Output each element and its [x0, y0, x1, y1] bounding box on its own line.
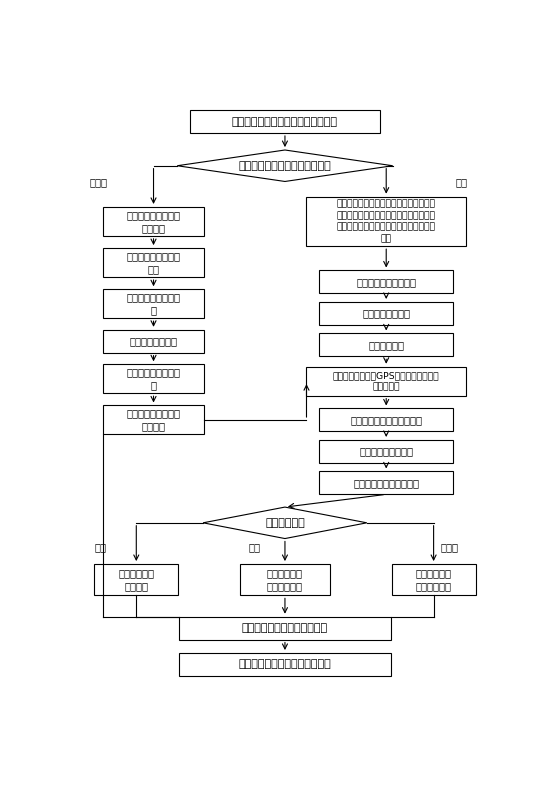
Text: 未违法: 未违法	[440, 542, 459, 552]
Text: 将路网数据导出至路
网数据库: 将路网数据导出至路 网数据库	[127, 409, 181, 432]
FancyBboxPatch shape	[320, 270, 453, 293]
Text: 作为违法信息
进行存储: 作为违法信息 进行存储	[118, 568, 154, 591]
FancyBboxPatch shape	[103, 289, 204, 318]
FancyBboxPatch shape	[320, 409, 453, 432]
Text: 到达预定巡查点，进行提示: 到达预定巡查点，进行提示	[350, 415, 422, 425]
FancyBboxPatch shape	[306, 196, 466, 246]
Text: 自动进行路径规划: 自动进行路径规划	[362, 308, 410, 318]
Text: 修正规划路径: 修正规划路径	[368, 340, 404, 350]
FancyBboxPatch shape	[190, 110, 380, 133]
FancyBboxPatch shape	[103, 406, 204, 435]
Text: 对原始数据进行预处
理: 对原始数据进行预处 理	[127, 292, 181, 315]
Text: 导入相应地区土地利
用现状图: 导入相应地区土地利 用现状图	[127, 210, 181, 233]
Text: 选择相应路径规划方案: 选择相应路径规划方案	[356, 277, 416, 287]
FancyBboxPatch shape	[180, 617, 390, 640]
Text: 预定执法巡查点（单个点或多个点）: 预定执法巡查点（单个点或多个点）	[232, 116, 338, 127]
Text: 不存在: 不存在	[90, 177, 108, 187]
FancyBboxPatch shape	[240, 564, 330, 596]
FancyBboxPatch shape	[180, 653, 390, 676]
Text: 判断路网库中是否存在匹配数据: 判断路网库中是否存在匹配数据	[239, 160, 331, 171]
FancyBboxPatch shape	[103, 248, 204, 277]
Text: 对巡查数据进行分析处理: 对巡查数据进行分析处理	[353, 478, 419, 488]
FancyBboxPatch shape	[103, 330, 204, 353]
Text: 确定待提取的路网的
范围: 确定待提取的路网的 范围	[127, 252, 181, 274]
Text: 作为疑似违法
信息进行存储: 作为疑似违法 信息进行存储	[267, 568, 303, 591]
Text: 自动提取路网数据: 自动提取路网数据	[130, 336, 177, 347]
FancyBboxPatch shape	[320, 440, 453, 463]
Polygon shape	[177, 150, 393, 182]
FancyBboxPatch shape	[95, 564, 178, 596]
FancyBboxPatch shape	[320, 333, 453, 356]
FancyBboxPatch shape	[391, 564, 475, 596]
Text: 疑似: 疑似	[249, 542, 261, 552]
Text: 开始巡查，并进行GPS导航，显示车辆的
位置和轨迹: 开始巡查，并进行GPS导航，显示车辆的 位置和轨迹	[333, 371, 440, 391]
Text: 将预定巡查点、路网数据、行政区划图、
土地利用现状图、土地利用规划图等图件
进行显示和相应符号化，以突出本次巡查
目的: 将预定巡查点、路网数据、行政区划图、 土地利用现状图、土地利用规划图等图件 进行…	[337, 200, 436, 243]
Text: 判断是否违法: 判断是否违法	[265, 518, 305, 528]
Text: 对路网数据进行后处
理: 对路网数据进行后处 理	[127, 367, 181, 390]
FancyBboxPatch shape	[320, 302, 453, 325]
FancyBboxPatch shape	[103, 364, 204, 393]
Text: 作为巡查备忘
数据进行存储: 作为巡查备忘 数据进行存储	[416, 568, 451, 591]
Text: 存在: 存在	[455, 177, 468, 187]
Polygon shape	[203, 507, 367, 538]
FancyBboxPatch shape	[103, 207, 204, 236]
FancyBboxPatch shape	[306, 366, 466, 395]
Text: 导入巡查点巡查数据: 导入巡查点巡查数据	[359, 446, 413, 457]
Text: 完成巡查，将巡查路径进行记录: 完成巡查，将巡查路径进行记录	[239, 659, 331, 670]
Text: 将巡查点记录，进行多点巡查: 将巡查点记录，进行多点巡查	[242, 623, 328, 634]
Text: 违法: 违法	[95, 542, 107, 552]
FancyBboxPatch shape	[320, 472, 453, 494]
